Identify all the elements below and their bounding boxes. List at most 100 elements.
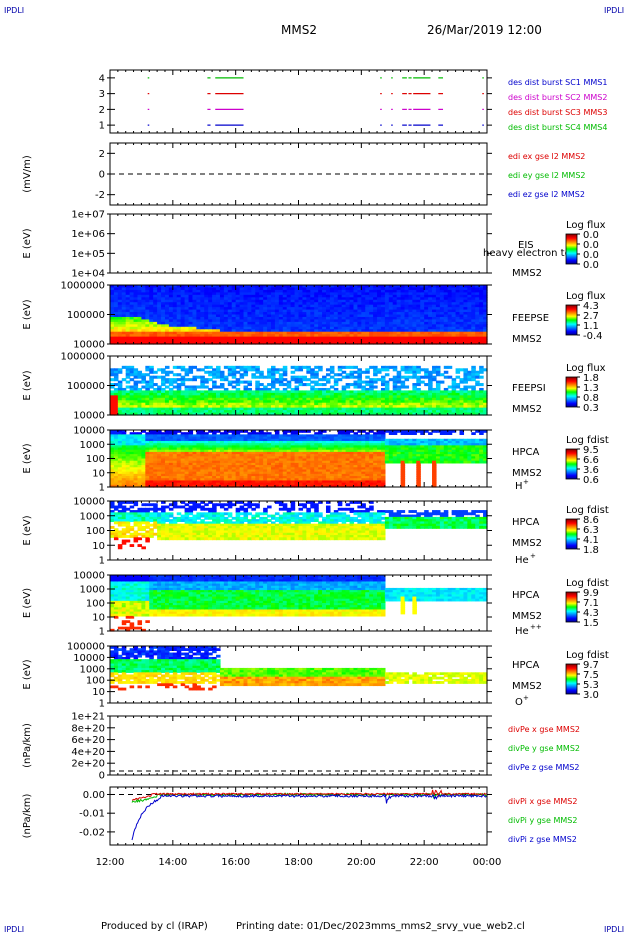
spectrogram-cell	[259, 285, 264, 289]
spectrogram-cell	[176, 438, 182, 442]
spectrogram-cell	[357, 319, 362, 323]
spectrogram-cell	[129, 476, 135, 479]
spectrogram-cell	[212, 380, 217, 384]
spectrogram-cell	[235, 390, 241, 394]
spectrogram-cell	[161, 462, 166, 466]
spectrogram-cell	[121, 447, 127, 451]
spectrogram-cell	[133, 467, 139, 471]
spectrogram-cell	[471, 407, 476, 411]
spectrogram-cell	[161, 480, 166, 484]
spectrogram-cell	[180, 307, 186, 311]
spectrogram-cell	[153, 402, 158, 406]
spectrogram-cell	[227, 334, 233, 338]
spectrogram-cell	[121, 412, 127, 416]
spectrogram-cell	[121, 387, 127, 392]
spectrogram-cell	[200, 319, 205, 323]
spectrogram-cell	[231, 309, 237, 313]
spectrogram-cell	[329, 307, 335, 311]
spectrogram-cell	[161, 383, 166, 387]
spectrogram-cell	[133, 331, 139, 335]
spectrogram-cell	[412, 299, 417, 303]
spectrogram-cell	[129, 365, 135, 369]
spectrogram-cell	[467, 412, 472, 416]
spectrogram-cell	[306, 329, 311, 333]
spectrogram-cell	[216, 314, 221, 318]
spectrogram-cell	[212, 370, 217, 374]
spectrogram-cell	[267, 316, 272, 321]
spectrogram-cell	[161, 299, 166, 303]
spectrogram-cell	[243, 285, 249, 289]
spectrogram-cell	[271, 309, 276, 313]
spectrogram-cell	[400, 390, 406, 394]
spectrogram-cell	[180, 285, 186, 289]
spectrogram-cell	[172, 400, 178, 404]
spectrogram-cell	[239, 368, 245, 372]
spectrogram-cell	[345, 375, 351, 379]
spectrogram-cell	[357, 336, 362, 340]
spectrogram-cell	[329, 294, 335, 298]
spectrogram-cell	[164, 299, 170, 303]
spectrogram-cell	[286, 383, 292, 387]
spectrogram-cell	[443, 324, 449, 328]
spectrogram-cell	[157, 299, 162, 303]
spectrogram-cell	[463, 336, 468, 340]
spectrogram-cell	[196, 319, 201, 323]
spectrogram-cell	[192, 321, 197, 325]
spectrogram-cell	[447, 329, 453, 333]
spectrogram-cell	[341, 285, 347, 289]
spectrogram-cell	[357, 326, 362, 330]
spectrogram-cell	[141, 402, 146, 406]
spectrogram-cell	[149, 292, 154, 296]
spectrogram-cell	[133, 456, 139, 460]
y-tick-label: -2	[95, 190, 105, 201]
spectrogram-cell	[149, 451, 154, 455]
spectrogram-cell	[341, 314, 347, 318]
spectrogram-cell	[325, 329, 331, 333]
spectrogram-cell	[467, 341, 472, 345]
spectrogram-cell	[157, 285, 162, 289]
spectrogram-cell	[176, 287, 182, 291]
spectrogram-cell	[333, 380, 339, 384]
spectrogram-cell	[168, 402, 174, 406]
spectrogram-cell	[192, 402, 197, 406]
spectrogram-cell	[216, 312, 221, 316]
spectrogram-cell	[384, 304, 390, 308]
spectrogram-cell	[157, 329, 162, 333]
spectrogram-cell	[113, 478, 119, 482]
spectrogram-cell	[137, 324, 143, 328]
spectrogram-cell	[396, 299, 402, 303]
spectrogram-cell	[337, 368, 343, 372]
spectrogram-cell	[459, 378, 465, 382]
spectrogram-cell	[161, 292, 166, 296]
spectrogram-cell	[471, 402, 476, 406]
spectrogram-cell	[212, 294, 217, 298]
spectrogram-cell	[377, 402, 382, 406]
spectrogram-cell	[396, 370, 402, 374]
spectrogram-cell	[314, 407, 319, 411]
spectrogram-cell	[161, 380, 166, 384]
spectrogram-cell	[235, 392, 241, 396]
spectrogram-cell	[278, 285, 284, 289]
spectrogram-cell	[133, 309, 139, 313]
spectrogram-cell	[412, 405, 417, 409]
spectrogram-cell	[345, 299, 351, 303]
spectrogram-cell	[424, 405, 429, 409]
spectrogram-cell	[110, 292, 115, 296]
spectrogram-cell	[432, 285, 437, 289]
spectrogram-cell	[188, 307, 194, 311]
spectrogram-cell	[274, 287, 280, 291]
spectrogram-cell	[117, 405, 123, 409]
y-axis-label: E (eV)	[22, 228, 33, 258]
spectrogram-cell	[384, 321, 390, 325]
spectrogram-cell	[345, 331, 351, 335]
spectrogram-cell	[184, 321, 190, 325]
spectrogram-cell	[161, 449, 166, 453]
spectrogram-cell	[373, 412, 378, 416]
spectrogram-cell	[157, 316, 162, 321]
spectrogram-cell	[369, 285, 374, 289]
spectrogram-cell	[227, 302, 233, 306]
spectrogram-cell	[164, 316, 170, 321]
spectrogram-cell	[365, 412, 370, 416]
spectrogram-cell	[290, 365, 296, 369]
spectrogram-cell	[129, 395, 135, 399]
